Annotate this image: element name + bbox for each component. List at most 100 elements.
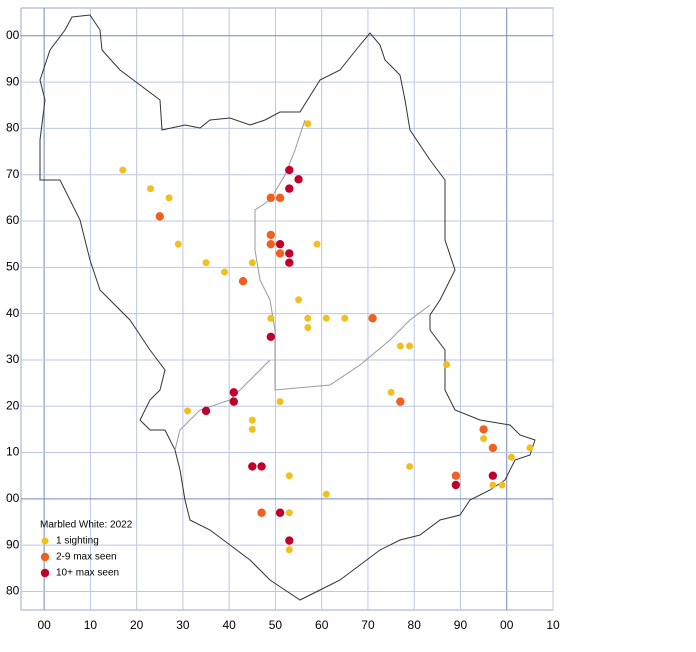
record-dot [313, 240, 321, 248]
y-tick-label: 00 [6, 491, 20, 505]
record-dot [526, 444, 534, 452]
record-dot [285, 249, 294, 258]
legend-label: 2-9 max seen [56, 552, 117, 563]
record-dot [165, 194, 173, 202]
y-tick-label: 90 [6, 74, 20, 88]
legend-swatch [41, 537, 49, 545]
record-dot [488, 443, 498, 453]
y-tick-label: 60 [6, 213, 20, 227]
record-dot [248, 259, 256, 267]
record-dot [285, 546, 293, 554]
record-dot [275, 193, 285, 203]
record-dot [443, 361, 451, 369]
record-dot [295, 296, 303, 304]
record-dot [184, 407, 192, 415]
record-dot [119, 166, 127, 174]
county-outline [39, 14, 536, 601]
record-dot [266, 193, 276, 203]
legend-swatch [40, 568, 50, 578]
record-dot [229, 388, 238, 397]
record-dot [406, 342, 414, 350]
record-dot [451, 480, 461, 490]
record-dot [155, 212, 164, 221]
record-dot [387, 388, 395, 396]
plot-area [20, 7, 554, 611]
record-dot [396, 397, 405, 406]
record-dot [257, 508, 266, 517]
district-boundary [174, 119, 431, 451]
record-dot [257, 462, 266, 471]
record-dot [341, 314, 349, 322]
x-tick-label: 10 [84, 618, 98, 632]
record-dot [229, 397, 238, 406]
record-dot [266, 230, 276, 240]
legend: 1 sighting 2-9 max seen 10+ max seen [40, 536, 119, 579]
x-tick-label: 00 [500, 618, 514, 632]
y-tick-label: 50 [6, 259, 20, 273]
record-dot [285, 509, 293, 517]
x-tick-label: 70 [361, 618, 375, 632]
x-tick-label: 10 [546, 618, 560, 632]
record-dot [266, 239, 276, 249]
record-dot [147, 185, 155, 193]
record-dot [248, 425, 256, 433]
record-dot [285, 184, 294, 193]
record-dot [480, 435, 488, 443]
legend-label: 1 sighting [56, 536, 99, 547]
y-tick-label: 20 [6, 398, 20, 412]
record-dot [368, 314, 377, 323]
record-dot [275, 508, 285, 517]
record-dot [498, 481, 506, 489]
record-dot [201, 406, 211, 416]
record-dot [267, 314, 275, 322]
y-tick-label: 80 [6, 584, 20, 598]
record-dot [304, 314, 312, 322]
record-dot [451, 471, 461, 480]
record-dot [248, 462, 257, 471]
record-dot [248, 416, 256, 424]
record-dot [304, 324, 312, 332]
record-dot [304, 120, 312, 128]
x-tick-label: 20 [130, 618, 144, 632]
record-dot [276, 398, 284, 406]
record-dot [285, 536, 294, 545]
y-tick-label: 80 [6, 121, 20, 135]
record-dot [507, 453, 515, 461]
record-dot [285, 165, 294, 175]
y-tick-label: 00 [6, 28, 20, 42]
record-dot [174, 240, 182, 248]
legend-title: Marbled White: 2022 [40, 520, 133, 531]
y-tick-label: 30 [6, 352, 20, 366]
record-dot [406, 462, 414, 470]
record-dot [285, 258, 294, 267]
record-dot [294, 175, 303, 184]
record-dot [285, 472, 293, 480]
record-dot [489, 481, 497, 489]
record-dot [275, 249, 285, 258]
record-dot [266, 332, 276, 341]
grid [21, 8, 554, 610]
y-tick-label: 70 [6, 167, 20, 181]
y-tick-label: 10 [6, 445, 20, 459]
legend-label: 10+ max seen [56, 568, 119, 579]
record-dot [322, 490, 330, 498]
x-tick-label: 00 [37, 618, 51, 632]
record-dot [238, 277, 248, 286]
y-tick-label: 40 [6, 306, 20, 320]
y-tick-label: 90 [6, 537, 20, 551]
x-tick-label: 50 [269, 618, 283, 632]
x-tick-label: 30 [176, 618, 190, 632]
x-tick-label: 40 [222, 618, 236, 632]
record-dot [479, 425, 488, 434]
x-tick-label: 90 [454, 618, 468, 632]
record-dot [396, 342, 404, 350]
record-dot [275, 239, 285, 249]
legend-swatch [40, 552, 50, 562]
x-tick-label: 80 [408, 618, 422, 632]
record-dot [322, 314, 330, 322]
x-tick-label: 60 [315, 618, 329, 632]
record-dot [202, 259, 210, 267]
record-dot [488, 471, 498, 480]
record-dot [221, 268, 229, 276]
